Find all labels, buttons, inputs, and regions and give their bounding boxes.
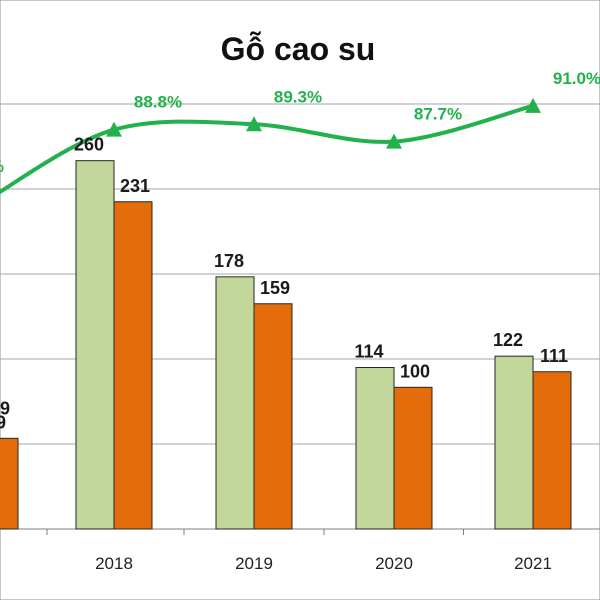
- percent-label: 89.3%: [274, 87, 322, 106]
- bar-value-label: 9: [0, 412, 6, 432]
- percent-label: %: [0, 157, 4, 176]
- percent-marker: [525, 97, 541, 113]
- percent-marker: [246, 116, 262, 132]
- bar-series-2: [253, 303, 293, 530]
- bar-series-2: [113, 201, 153, 530]
- percent-marker: [106, 121, 122, 137]
- bar-series-2: [532, 371, 572, 530]
- bar-value-label: 9: [0, 398, 10, 418]
- x-tick-label: 2018: [95, 554, 133, 573]
- bar-series-1: [75, 160, 115, 530]
- bar-value-label: 111: [540, 346, 568, 366]
- bar-value-label: 100: [400, 361, 430, 381]
- bar-series-1: [355, 367, 395, 530]
- bar-series-1: [494, 355, 534, 530]
- bar-value-label: 231: [120, 176, 150, 196]
- chart-title: Gỗ cao su: [221, 31, 376, 67]
- bar-value-label: 122: [493, 330, 523, 350]
- x-tick-label: 2021: [514, 554, 552, 573]
- bar-value-label: 114: [354, 342, 383, 362]
- bar-layer: [0, 160, 572, 530]
- label-layer: 260 178 114 122 9 231 159 100 111 9 88.8% 89.3% 87.7…: [0, 69, 600, 573]
- x-tick-label: 2020: [375, 554, 413, 573]
- bar-series-2: [393, 386, 433, 530]
- bar-series-1: [215, 276, 255, 530]
- bar-series-2: [0, 437, 19, 530]
- x-tick-label: 2019: [235, 554, 273, 573]
- percent-marker: [386, 133, 402, 149]
- percent-label: 88.8%: [134, 93, 182, 112]
- percent-label: 91.0%: [553, 69, 600, 88]
- line-layer: [0, 97, 541, 195]
- percent-label: 87.7%: [414, 105, 462, 124]
- bar-value-label: 260: [74, 135, 104, 155]
- bar-value-label: 159: [260, 278, 290, 298]
- bar-value-label: 178: [214, 251, 244, 271]
